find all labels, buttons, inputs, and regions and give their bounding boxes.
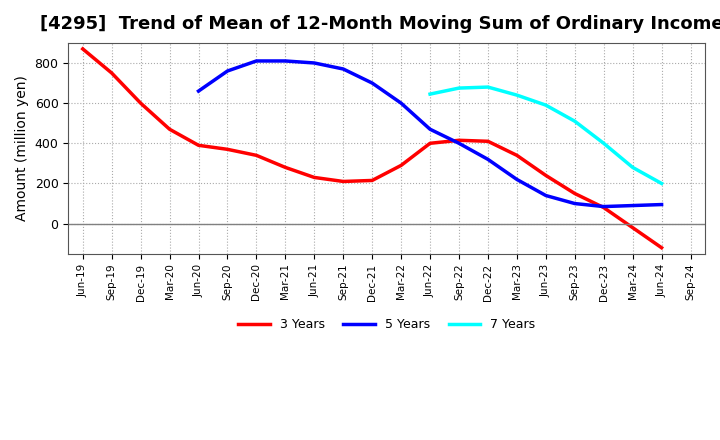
7 Years <box>657 181 666 186</box>
3 Years <box>513 153 521 158</box>
3 Years <box>454 138 463 143</box>
3 Years <box>339 179 348 184</box>
3 Years <box>78 46 87 51</box>
5 Years <box>629 203 637 208</box>
Line: 3 Years: 3 Years <box>83 49 662 248</box>
Title: [4295]  Trend of Mean of 12-Month Moving Sum of Ordinary Incomes: [4295] Trend of Mean of 12-Month Moving … <box>40 15 720 33</box>
5 Years <box>223 68 232 73</box>
3 Years <box>194 143 203 148</box>
7 Years <box>599 141 608 146</box>
Line: 7 Years: 7 Years <box>430 87 662 183</box>
5 Years <box>339 66 348 72</box>
3 Years <box>136 100 145 106</box>
5 Years <box>397 100 405 106</box>
3 Years <box>599 205 608 210</box>
7 Years <box>484 84 492 90</box>
7 Years <box>629 165 637 170</box>
7 Years <box>570 118 579 124</box>
5 Years <box>570 201 579 206</box>
3 Years <box>484 139 492 144</box>
3 Years <box>629 225 637 230</box>
5 Years <box>281 59 289 64</box>
5 Years <box>194 88 203 94</box>
5 Years <box>484 157 492 162</box>
5 Years <box>426 127 434 132</box>
5 Years <box>599 204 608 209</box>
5 Years <box>513 177 521 182</box>
5 Years <box>541 193 550 198</box>
3 Years <box>252 153 261 158</box>
5 Years <box>454 141 463 146</box>
7 Years <box>426 92 434 97</box>
5 Years <box>310 60 319 66</box>
3 Years <box>223 147 232 152</box>
Legend: 3 Years, 5 Years, 7 Years: 3 Years, 5 Years, 7 Years <box>233 313 540 336</box>
3 Years <box>570 191 579 196</box>
3 Years <box>368 178 377 183</box>
3 Years <box>657 245 666 250</box>
3 Years <box>281 165 289 170</box>
5 Years <box>657 202 666 207</box>
5 Years <box>368 81 377 86</box>
3 Years <box>107 70 116 76</box>
3 Years <box>310 175 319 180</box>
3 Years <box>166 127 174 132</box>
5 Years <box>252 59 261 64</box>
7 Years <box>541 103 550 108</box>
3 Years <box>541 173 550 178</box>
7 Years <box>513 92 521 98</box>
3 Years <box>397 163 405 168</box>
Line: 5 Years: 5 Years <box>199 61 662 206</box>
Y-axis label: Amount (million yen): Amount (million yen) <box>15 75 29 221</box>
7 Years <box>454 85 463 91</box>
3 Years <box>426 141 434 146</box>
